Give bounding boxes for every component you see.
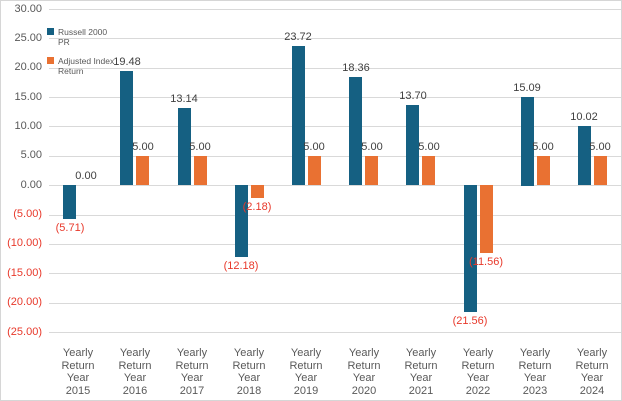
bar-adjusted-index-return bbox=[480, 185, 493, 253]
bar-russell-2000-pr bbox=[178, 108, 191, 185]
bar-russell-2000-pr bbox=[464, 185, 477, 312]
data-label-adjusted-index-return: 5.00 bbox=[132, 141, 154, 153]
gridline bbox=[49, 38, 621, 39]
bar-russell-2000-pr bbox=[235, 185, 248, 257]
gridline bbox=[49, 273, 621, 274]
bar-russell-2000-pr bbox=[292, 46, 305, 185]
y-axis-tick-label: (5.00) bbox=[13, 208, 42, 220]
bar-adjusted-index-return bbox=[422, 156, 435, 185]
gridline bbox=[49, 332, 621, 333]
bar-russell-2000-pr bbox=[521, 97, 534, 186]
x-axis-category-label: Yearly Return Year 2024 bbox=[575, 347, 609, 397]
data-label-adjusted-index-return: 5.00 bbox=[361, 141, 383, 153]
gridline bbox=[49, 303, 621, 304]
bar-adjusted-index-return bbox=[308, 156, 321, 185]
bar-russell-2000-pr bbox=[349, 77, 362, 185]
x-axis-category-label: Yearly Return Year 2019 bbox=[289, 347, 323, 397]
x-axis-category-label: Yearly Return Year 2022 bbox=[461, 347, 495, 397]
gridline bbox=[49, 68, 621, 69]
gridline bbox=[49, 97, 621, 98]
data-label-russell-2000-pr: (5.71) bbox=[55, 222, 85, 234]
bar-russell-2000-pr bbox=[578, 126, 591, 185]
data-label-adjusted-index-return: 5.00 bbox=[418, 141, 440, 153]
y-axis-tick-label: 5.00 bbox=[20, 149, 42, 161]
data-label-russell-2000-pr: 10.02 bbox=[570, 111, 598, 123]
bar-russell-2000-pr bbox=[120, 71, 133, 185]
y-axis-tick-label: 30.00 bbox=[14, 3, 42, 15]
legend-label-adjusted-index-return: Adjusted Index Return bbox=[58, 56, 115, 76]
y-axis-tick-label: (25.00) bbox=[7, 326, 42, 338]
data-label-adjusted-index-return: 5.00 bbox=[589, 141, 611, 153]
bar-russell-2000-pr bbox=[406, 105, 419, 185]
bar-russell-2000-pr bbox=[63, 185, 76, 219]
gridline bbox=[49, 156, 621, 157]
bar-adjusted-index-return bbox=[251, 185, 264, 198]
y-axis-tick-label: 25.00 bbox=[14, 32, 42, 44]
y-axis-tick-label: 15.00 bbox=[14, 91, 42, 103]
data-label-adjusted-index-return: (11.56) bbox=[468, 256, 504, 268]
gridline bbox=[49, 9, 621, 10]
data-label-russell-2000-pr: 15.09 bbox=[513, 82, 541, 94]
legend: Russell 2000 PR Adjusted Index Return bbox=[47, 27, 120, 85]
y-axis-tick-label: (10.00) bbox=[7, 237, 42, 249]
y-axis-tick-label: 20.00 bbox=[14, 61, 42, 73]
x-axis-category-label: Yearly Return Year 2021 bbox=[404, 347, 438, 397]
x-axis-category-label: Yearly Return Year 2023 bbox=[518, 347, 552, 397]
data-label-russell-2000-pr: 19.48 bbox=[113, 56, 141, 68]
bar-adjusted-index-return bbox=[365, 156, 378, 185]
data-label-adjusted-index-return: 0.00 bbox=[75, 170, 97, 182]
y-axis-tick-label: 0.00 bbox=[20, 179, 42, 191]
x-axis-category-label: Yearly Return Year 2018 bbox=[232, 347, 266, 397]
gridline bbox=[49, 185, 621, 186]
data-label-adjusted-index-return: 5.00 bbox=[189, 141, 211, 153]
y-axis-tick-label: 10.00 bbox=[14, 120, 42, 132]
bar-adjusted-index-return bbox=[594, 156, 607, 185]
data-label-adjusted-index-return: 5.00 bbox=[532, 141, 554, 153]
data-label-russell-2000-pr: 13.70 bbox=[399, 90, 427, 102]
bar-adjusted-index-return bbox=[537, 156, 550, 185]
legend-item-adjusted-index-return: Adjusted Index Return bbox=[47, 56, 120, 76]
legend-swatch-adjusted-index-return bbox=[47, 57, 54, 64]
gridline bbox=[49, 126, 621, 127]
x-axis-category-label: Yearly Return Year 2020 bbox=[347, 347, 381, 397]
y-axis-tick-label: (15.00) bbox=[7, 267, 42, 279]
x-axis-category-label: Yearly Return Year 2016 bbox=[118, 347, 152, 397]
data-label-adjusted-index-return: (2.18) bbox=[242, 201, 272, 213]
data-label-russell-2000-pr: 23.72 bbox=[284, 31, 312, 43]
x-axis-category-label: Yearly Return Year 2017 bbox=[175, 347, 209, 397]
data-label-russell-2000-pr: (21.56) bbox=[452, 315, 488, 327]
data-label-russell-2000-pr: 13.14 bbox=[170, 93, 198, 105]
bar-adjusted-index-return bbox=[194, 156, 207, 185]
y-axis-tick-label: (20.00) bbox=[7, 296, 42, 308]
data-label-russell-2000-pr: (12.18) bbox=[223, 260, 259, 272]
legend-label-russell-2000-pr: Russell 2000 PR bbox=[58, 27, 108, 47]
data-label-russell-2000-pr: 18.36 bbox=[342, 62, 370, 74]
x-axis-category-label: Yearly Return Year 2015 bbox=[61, 347, 95, 397]
gridline bbox=[49, 244, 621, 245]
data-label-adjusted-index-return: 5.00 bbox=[303, 141, 325, 153]
legend-item-russell-2000-pr: Russell 2000 PR bbox=[47, 27, 120, 47]
legend-swatch-russell-2000-pr bbox=[47, 28, 54, 35]
gridline bbox=[49, 215, 621, 216]
bar-adjusted-index-return bbox=[136, 156, 149, 185]
